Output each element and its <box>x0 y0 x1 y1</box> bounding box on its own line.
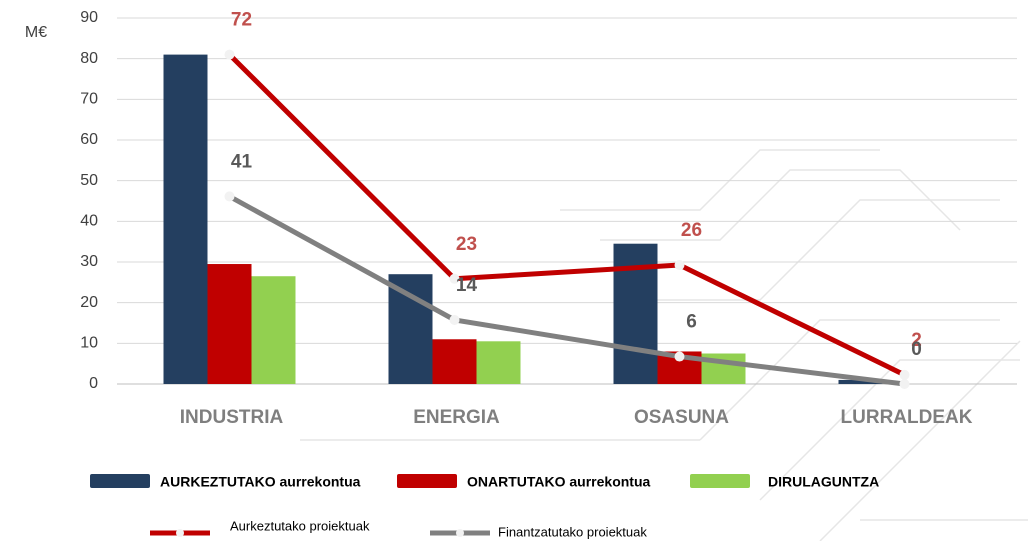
line-marker <box>675 260 685 270</box>
line <box>230 196 905 384</box>
legend-swatch <box>90 474 150 488</box>
bar <box>208 264 252 384</box>
value-label: 26 <box>681 220 702 241</box>
y-tick-label: 10 <box>80 335 98 352</box>
value-label: 0 <box>911 339 922 360</box>
x-tick-label: LURRALDEAK <box>841 407 973 428</box>
legend-label: ONARTUTAKO aurrekontua <box>467 474 651 490</box>
bar <box>477 341 521 384</box>
x-tick-label: ENERGIA <box>413 407 500 428</box>
line-marker <box>450 315 460 325</box>
y-tick-label: 20 <box>80 294 98 311</box>
x-tick-label: INDUSTRIA <box>180 407 284 428</box>
y-tick-label: 30 <box>80 253 98 270</box>
value-label: 72 <box>231 10 252 31</box>
line-marker <box>225 191 235 201</box>
legend-label: AURKEZTUTAKO aurrekontua <box>160 474 361 490</box>
legend-swatch <box>397 474 457 488</box>
x-tick-label: OSASUNA <box>634 407 729 428</box>
value-label: 41 <box>231 151 253 172</box>
y-tick-label: 60 <box>80 131 98 148</box>
bar <box>252 276 296 384</box>
legend-marker <box>456 529 464 537</box>
line <box>230 55 905 375</box>
legend-swatch <box>690 474 750 488</box>
chart: M€ 0102030405060708090INDUSTRIAENERGIAOS… <box>0 0 1028 541</box>
legend-label: DIRULAGUNTZA <box>768 474 879 490</box>
bar <box>389 274 433 384</box>
y-tick-label: 80 <box>80 50 98 67</box>
value-label: 14 <box>456 275 478 296</box>
bar <box>433 339 477 384</box>
line-marker <box>900 379 910 389</box>
y-tick-label: 40 <box>80 213 98 230</box>
value-label: 6 <box>686 312 697 333</box>
y-unit: M€ <box>25 24 47 41</box>
line-marker <box>675 352 685 362</box>
legend-label: Finantzatutako proiektuak <box>498 524 647 539</box>
y-tick-label: 50 <box>80 172 98 189</box>
line-marker <box>225 50 235 60</box>
y-tick-label: 0 <box>89 375 98 392</box>
line-marker <box>900 370 910 380</box>
y-tick-label: 70 <box>80 91 98 108</box>
bar <box>164 55 208 384</box>
value-label: 23 <box>456 234 477 255</box>
legend-marker <box>176 529 184 537</box>
y-tick-label: 90 <box>80 9 98 26</box>
legend-label: Aurkeztutako proiektuak <box>230 518 370 533</box>
